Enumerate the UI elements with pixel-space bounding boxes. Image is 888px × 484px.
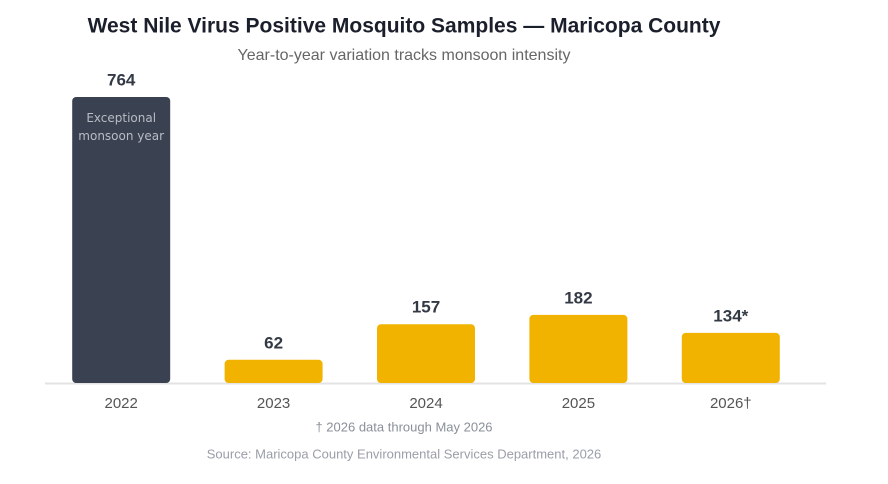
bar [529,314,628,383]
bar [681,332,780,383]
value-label: 182 [564,288,592,307]
x-tick-label: 2025 [562,395,595,412]
x-tick-label: 2022 [105,395,138,412]
bar [224,359,323,383]
chart-title: West Nile Virus Positive Mosquito Sample… [88,15,721,38]
x-tick-label: 2024 [409,395,442,412]
footnote: † 2026 data through May 2026 [315,419,492,434]
source: Source: Maricopa County Environmental Se… [207,446,602,461]
value-label: 157 [412,298,440,317]
x-tick-label: 2023 [257,395,290,412]
chart-subtitle: Year-to-year variation tracks monsoon in… [238,47,571,64]
bar [377,324,475,383]
value-label: 764 [107,70,136,89]
x-tick-label: 2026† [710,395,752,412]
annotation: Exceptional monsoon year [78,111,165,143]
bar [72,97,171,383]
annotation-box: Exceptional monsoon year [78,111,165,143]
value-label: 134* [713,306,748,325]
value-label: 62 [264,333,283,352]
